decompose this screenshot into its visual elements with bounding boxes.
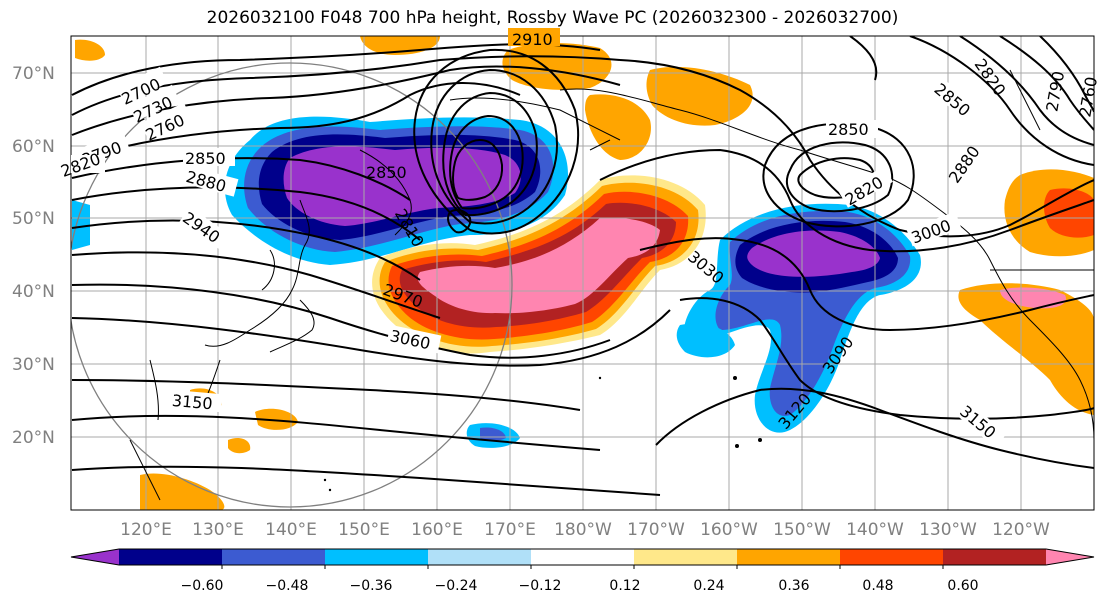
lon-label: 180°W xyxy=(554,520,612,540)
colorbar-segment xyxy=(634,549,738,565)
lon-label: 120°E xyxy=(120,520,172,540)
contour-label: 2910 xyxy=(512,30,553,49)
lon-label: 150°E xyxy=(338,520,390,540)
colorbar-segment xyxy=(119,549,223,565)
colorbar-segment xyxy=(531,549,635,565)
colorbar-segment xyxy=(737,549,841,565)
lat-label: 60°N xyxy=(12,137,55,157)
lon-label: 170°W xyxy=(627,520,685,540)
lat-label: 70°N xyxy=(12,64,55,84)
lon-label: 170°E xyxy=(484,520,536,540)
lat-label: 20°N xyxy=(12,428,55,448)
colorbar-segment xyxy=(325,549,429,565)
colorbar-segment xyxy=(943,549,1047,565)
colorbar-tick-label: 0.24 xyxy=(693,578,724,594)
colorbar-tick-label: −0.12 xyxy=(519,578,562,594)
reference-circle xyxy=(71,62,513,508)
lat-label: 30°N xyxy=(12,355,55,375)
colorbar-tick-label: −0.48 xyxy=(266,578,309,594)
colorbar-segment xyxy=(428,549,532,565)
colorbar-tick-label: −0.24 xyxy=(435,578,478,594)
contour-label: 2850 xyxy=(366,163,407,182)
map-title: 2026032100 F048 700 hPa height, Rossby W… xyxy=(206,8,899,28)
lon-label: 120°W xyxy=(992,520,1050,540)
lon-label: 150°W xyxy=(773,520,831,540)
lon-label: 140°W xyxy=(846,520,904,540)
islands xyxy=(323,376,762,492)
colorbar-tick-label: −0.60 xyxy=(181,578,224,594)
colorbar-segment xyxy=(840,549,944,565)
lon-label: 130°W xyxy=(919,520,977,540)
lon-label: 130°E xyxy=(192,520,244,540)
lat-label: 40°N xyxy=(12,282,55,302)
longitude-labels: 120°E 130°E 140°E 150°E 160°E 170°E 180°… xyxy=(120,520,1050,540)
colorbar-tick-label: 0.60 xyxy=(947,578,978,594)
colorbar-ticks: −0.60 −0.48 −0.36 −0.24 −0.12 0.12 0.24 … xyxy=(181,578,979,594)
colorbar-extend-max xyxy=(1046,549,1094,565)
graticule xyxy=(71,36,1094,510)
contour-label: 2850 xyxy=(185,149,226,168)
latitude-labels: 70°N 60°N 50°N 40°N 30°N 20°N xyxy=(12,64,55,448)
lon-label: 160°E xyxy=(411,520,463,540)
colorbar xyxy=(70,548,1095,569)
colorbar-tick-label: 0.36 xyxy=(778,578,809,594)
contour-label: 2850 xyxy=(828,120,869,139)
colorbar-outline xyxy=(70,548,1095,566)
contour-label: 3150 xyxy=(171,391,213,413)
lon-label: 160°W xyxy=(700,520,758,540)
colorbar-tick-label: 0.48 xyxy=(862,578,893,594)
colorbar-tick-label: 0.12 xyxy=(609,578,640,594)
lat-label: 50°N xyxy=(12,209,55,229)
lon-label: 140°E xyxy=(265,520,317,540)
colorbar-extend-min xyxy=(71,549,119,565)
colorbar-tick-label: −0.36 xyxy=(350,578,393,594)
colorbar-segment xyxy=(222,549,326,565)
